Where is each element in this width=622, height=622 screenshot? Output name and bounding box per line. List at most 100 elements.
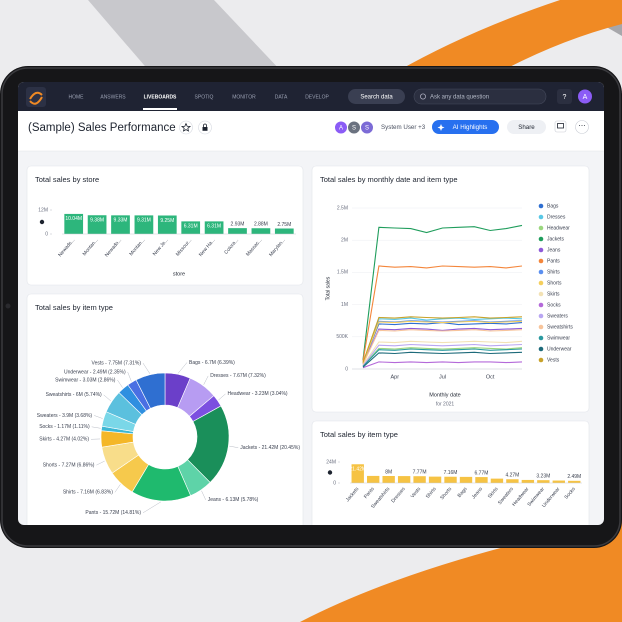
value-label: 2.93M [231,221,245,227]
legend-label[interactable]: Skirts [547,291,560,297]
legend-label[interactable]: Sweatshirts [547,324,573,330]
chart-card: Total sales by item type Bags - 6.7M (6.3… [26,293,304,525]
nav-item[interactable]: LIVEBOARDS [144,94,177,100]
gray-swoosh [88,0,282,72]
nav-item[interactable]: MONITOR [232,94,256,100]
bar [228,228,247,234]
help-button[interactable] [557,89,572,104]
leader-line [218,393,226,401]
viewer-avatar-label: S [365,126,369,132]
value-label: 8M [385,469,392,475]
ask-placeholder: Ask any data question [430,94,489,100]
leader-line [114,484,121,493]
bar [87,215,107,234]
y-tick-label: 2.5M [337,205,348,211]
comment-button[interactable] [554,120,567,133]
nav-item[interactable]: ANSWERS [100,94,126,100]
x-tick-label: Jul [439,374,446,380]
legend-label[interactable]: Shorts [547,280,562,286]
series-line [362,351,523,368]
legend-label[interactable]: Bags [547,203,559,209]
value-label: 7.77M [413,470,427,476]
chart-title: Total sales by store [35,175,99,184]
chart-title: Total sales by item type [35,303,113,312]
legend-label[interactable]: Pants [547,258,560,264]
bar [490,478,504,483]
y-tick-label: 0 [45,231,48,237]
leader-line [177,362,188,374]
legend-swatch [538,236,544,242]
more-button[interactable] [575,120,589,134]
help-label: ? [563,94,567,101]
leader-line [91,426,101,429]
leader-line [103,394,112,402]
axis-sort-icon [327,470,333,475]
y-tick-label: 2M [341,238,348,244]
axis-sort-icon [39,219,45,225]
share-button[interactable] [507,120,546,134]
nav-item[interactable]: HOME [69,94,85,100]
legend-label[interactable]: Vests [547,357,560,363]
logo-mark [29,91,43,105]
user-avatar[interactable] [578,89,592,104]
legend-swatch [538,291,544,297]
chart-title: Total sales by item type [320,430,398,439]
legend-label[interactable]: Shirts [547,269,560,275]
ai-highlights-button[interactable] [432,120,499,134]
slice-label: Dresses - 7.67M (7.32%) [210,373,266,379]
slice-label: Socks - 1.17M (1.11%) [39,424,90,430]
leader-line [142,501,161,514]
viewer-avatar [360,120,374,135]
legend-label[interactable]: Socks [547,302,561,308]
value-label: 9.38M [90,218,104,224]
series-line [362,343,523,367]
value-label: 6.31M [184,224,198,230]
user-avatar-label: A [583,94,588,101]
nav-active-underline [143,108,177,110]
series-line [362,340,523,366]
series-line [362,347,523,367]
leader-line [142,362,151,374]
y-tick-label: 1.5M [337,270,348,276]
legend-label[interactable]: Jackets [547,236,564,242]
value-label: 6.31M [207,224,221,230]
legend-label[interactable]: Dresses [547,214,566,220]
value-label: 10.04M [65,216,82,222]
bar [506,479,519,483]
legend-label[interactable]: Jeans [547,247,561,253]
bar [552,480,565,483]
legend-label[interactable]: Headwear [547,225,570,231]
screen: HOME ANSWERS LIVEBOARDS SPOTIQ MONITOR DATA DE… [18,82,604,525]
slice-label: Pants - 15.72M (14.81%) [85,510,141,516]
legend-label[interactable]: Underwear [547,346,572,352]
nav-item[interactable]: SPOTIQ [195,94,214,100]
value-label: 2.75M [277,222,291,228]
series-line [362,320,523,364]
star-icon [180,122,192,132]
ask-input[interactable] [413,88,547,105]
bar [64,213,84,234]
favorite-button[interactable] [179,120,193,135]
comment-icon [557,123,564,129]
search-data-button[interactable] [348,89,405,104]
y-axis-title: Total sales [325,276,331,300]
nav-item[interactable]: DATA [275,94,288,100]
viewer-avatar-label: S [352,126,356,132]
y-tick-label: 0 [333,480,336,486]
legend-label[interactable]: Swimwear [547,335,570,341]
series-line [362,317,523,363]
leader-line [96,460,105,466]
bar [413,476,426,483]
slice-label: Bags - 6.7M (6.39%) [189,360,235,366]
bar [521,479,535,483]
chart-card: Total sales by monthly date and item typ… [311,165,590,413]
nav-item[interactable]: DEVELOP [305,94,329,100]
bar [134,215,154,234]
series-line [362,316,523,363]
bar [274,228,294,234]
tablet-camera [5,303,11,309]
legend-swatch [538,269,544,275]
legend-label[interactable]: Sweaters [547,313,568,319]
legend-swatch [538,357,544,363]
legend-swatch [538,203,544,209]
